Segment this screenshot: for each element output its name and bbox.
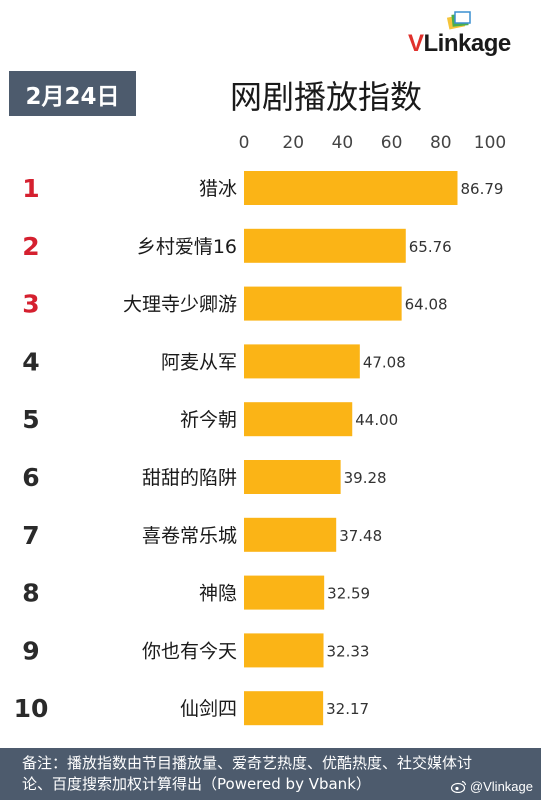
category-label: 阿麦从军: [161, 351, 237, 373]
bar: [244, 633, 324, 668]
rank-number: 5: [22, 405, 39, 434]
value-label: 64.08: [405, 296, 448, 314]
footer-note-bar: 备注：播放指数由节目播放量、爱奇艺热度、优酷热度、社交媒体讨论、百度搜索加权计算…: [0, 748, 541, 800]
value-label: 37.48: [339, 527, 382, 545]
value-label: 65.76: [409, 238, 452, 256]
logo-cards-icon: [446, 11, 471, 30]
category-label: 仙剑四: [180, 698, 237, 720]
watermark-text: @Vlinkage: [469, 779, 533, 794]
rank-number: 6: [22, 463, 39, 492]
category-label: 猎冰: [199, 178, 237, 200]
rank-number: 1: [22, 174, 39, 203]
x-tick-label: 60: [381, 133, 403, 153]
logo-text: VLinkage: [408, 30, 511, 57]
vlinkage-logo: VLinkage: [408, 10, 538, 58]
footer-note: 备注：播放指数由节目播放量、爱奇艺热度、优酷热度、社交媒体讨论、百度搜索加权计算…: [22, 754, 473, 793]
value-label: 47.08: [363, 353, 406, 371]
category-label: 甜甜的陷阱: [142, 467, 237, 489]
rank-number: 3: [22, 290, 39, 319]
rank-number: 7: [22, 521, 39, 550]
x-tick-label: 20: [282, 133, 304, 153]
bar: [244, 171, 458, 205]
value-label: 32.17: [326, 700, 369, 718]
rank-number: 4: [22, 347, 39, 376]
chart-title: 网剧播放指数: [230, 78, 423, 116]
value-label: 44.00: [355, 411, 398, 429]
x-tick-label: 80: [430, 133, 452, 153]
weibo-watermark: @Vlinkage: [450, 779, 533, 794]
bar: [244, 344, 360, 379]
weibo-icon: [450, 780, 467, 793]
category-label: 乡村爱情16: [137, 236, 237, 258]
bar: [244, 402, 353, 437]
category-label: 神隐: [199, 583, 237, 605]
rank-number: 9: [22, 636, 39, 665]
date-badge: 2月24日: [9, 71, 136, 116]
value-label: 32.33: [327, 642, 370, 660]
bar: [244, 691, 324, 726]
category-label: 大理寺少卿游: [123, 294, 237, 316]
bar: [244, 517, 337, 552]
bar: [244, 228, 406, 263]
x-tick-label: 0: [239, 133, 250, 153]
bar: [244, 460, 341, 494]
rank-number: 10: [14, 694, 49, 723]
x-tick-label: 100: [474, 133, 506, 153]
bar: [244, 575, 325, 610]
value-label: 39.28: [344, 469, 387, 487]
value-label: 32.59: [327, 585, 370, 603]
rank-number: 2: [22, 232, 39, 261]
rank-number: 8: [22, 579, 39, 608]
category-label: 喜卷常乐城: [142, 525, 237, 547]
bar-chart: 0 20 40 60 80 100 1 猎冰 86.79 2 乡村爱情16 65.76 3 大理寺少卿游 6…: [14, 133, 506, 726]
category-label: 祈今朝: [180, 409, 237, 431]
category-label: 你也有今天: [142, 640, 237, 662]
x-tick-label: 40: [332, 133, 354, 153]
value-label: 86.79: [461, 180, 504, 198]
bar: [244, 286, 402, 321]
